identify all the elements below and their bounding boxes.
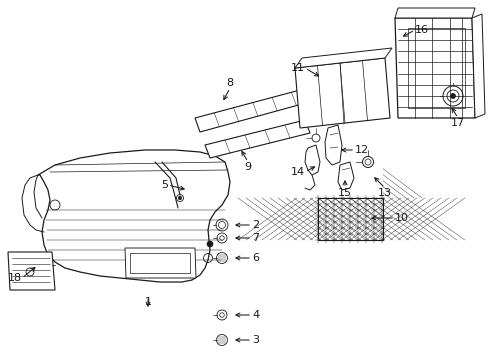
Text: 3: 3 xyxy=(252,335,259,345)
Polygon shape xyxy=(38,150,230,282)
Text: 9: 9 xyxy=(245,162,251,172)
Polygon shape xyxy=(295,48,392,68)
Text: 6: 6 xyxy=(252,253,259,263)
Text: 14: 14 xyxy=(291,167,305,177)
Polygon shape xyxy=(325,125,342,165)
Text: 12: 12 xyxy=(355,145,369,155)
Text: 13: 13 xyxy=(378,188,392,198)
Polygon shape xyxy=(295,58,390,128)
Polygon shape xyxy=(195,82,335,132)
Polygon shape xyxy=(205,120,310,158)
Circle shape xyxy=(207,241,213,247)
Polygon shape xyxy=(305,145,320,175)
Polygon shape xyxy=(8,252,55,290)
Text: 10: 10 xyxy=(395,213,409,223)
Polygon shape xyxy=(338,162,354,190)
Text: 16: 16 xyxy=(415,25,429,35)
Circle shape xyxy=(450,94,456,99)
Text: 15: 15 xyxy=(338,188,352,198)
Polygon shape xyxy=(395,18,475,118)
Text: 1: 1 xyxy=(145,297,151,307)
Text: 4: 4 xyxy=(252,310,259,320)
Circle shape xyxy=(178,196,182,200)
Polygon shape xyxy=(472,14,485,118)
Text: 8: 8 xyxy=(226,78,234,88)
Polygon shape xyxy=(395,8,475,18)
Polygon shape xyxy=(318,198,383,240)
Text: 18: 18 xyxy=(8,273,22,283)
Polygon shape xyxy=(125,248,196,278)
Text: 7: 7 xyxy=(252,233,259,243)
Text: 17: 17 xyxy=(451,118,465,128)
Text: 11: 11 xyxy=(291,63,305,73)
Text: 2: 2 xyxy=(252,220,259,230)
Text: 5: 5 xyxy=(161,180,168,190)
